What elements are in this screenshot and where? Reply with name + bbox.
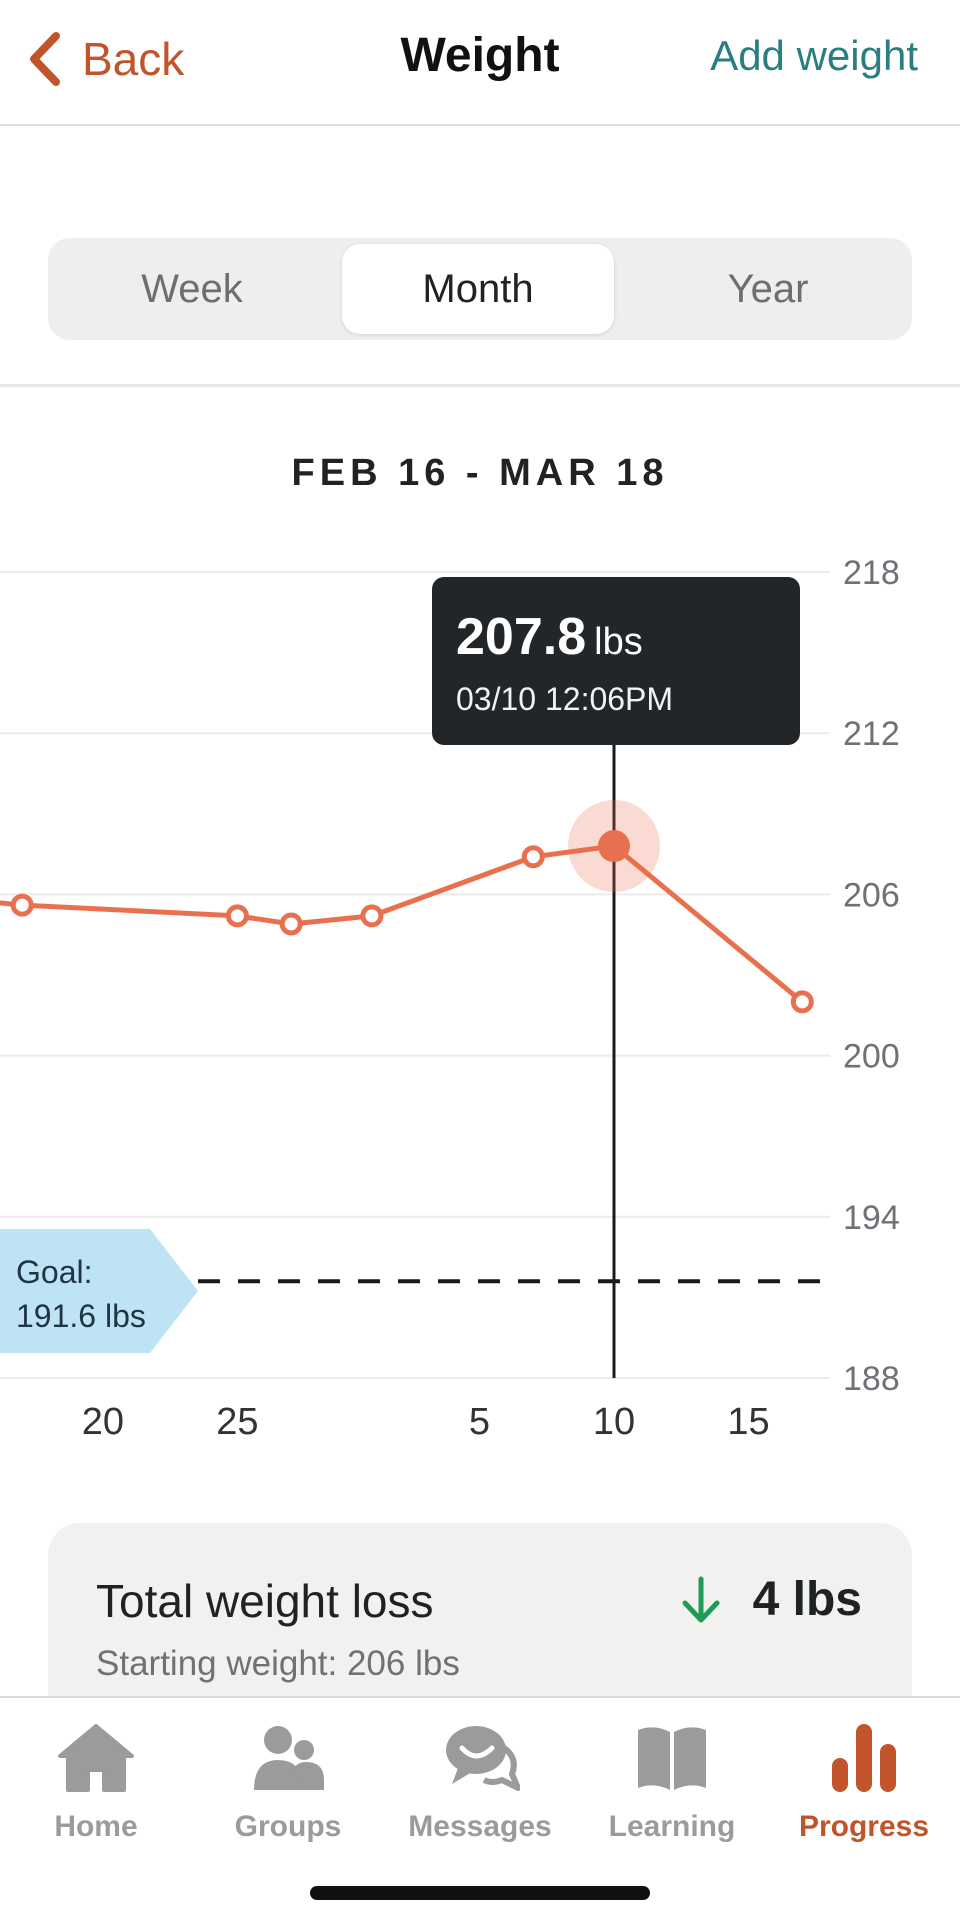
tab-learning[interactable]: Learning [576, 1718, 768, 1848]
weight-loss-amount: 4 lbs [752, 1573, 862, 1626]
page-title: Weight [400, 29, 560, 82]
segment-year[interactable]: Year [727, 267, 809, 311]
series-line [0, 843, 804, 1004]
home-indicator [310, 1886, 650, 1900]
tab-groups[interactable]: Groups [192, 1718, 384, 1848]
x-tick-label: 15 [727, 1401, 769, 1443]
y-tick-label: 188 [843, 1360, 900, 1398]
starting-weight: Starting weight: 206 lbs [96, 1644, 460, 1683]
home-icon [58, 1724, 134, 1792]
tab-messages[interactable]: Messages [384, 1718, 576, 1848]
weight-loss-value: 4 lbs [679, 1572, 862, 1627]
x-tick-label: 10 [593, 1401, 635, 1443]
tab-messages-label: Messages [408, 1810, 552, 1843]
data-point [790, 990, 814, 1014]
x-tick-label: 25 [216, 1401, 258, 1443]
data-point [521, 845, 545, 869]
data-point [360, 904, 384, 928]
back-label: Back [82, 33, 185, 85]
tab-progress[interactable]: Progress [768, 1718, 960, 1848]
nav-header: Back Weight Add weight [0, 0, 960, 126]
data-point [10, 893, 34, 917]
y-tick-label: 212 [843, 715, 900, 753]
x-tick-label: 20 [82, 1401, 124, 1443]
x-tick-label: 5 [469, 1401, 490, 1443]
segment-month[interactable]: Month [342, 244, 614, 334]
chevron-left-icon [30, 32, 60, 86]
tooltip-value: 207.8 lbs [456, 607, 643, 667]
tab-home-label: Home [54, 1810, 138, 1843]
y-tick-label: 218 [843, 554, 900, 592]
data-point-selected [598, 830, 630, 863]
section-divider [0, 384, 960, 387]
value-tooltip: 207.8 lbs 03/10 12:06PM [432, 577, 800, 745]
goal-label: Goal: 191.6 lbs [16, 1250, 146, 1338]
add-weight-button[interactable]: Add weight [710, 32, 918, 79]
weight-chart[interactable]: 2182122062001941885202551015 [0, 540, 960, 1460]
goal-label-value: 191.6 lbs [16, 1298, 146, 1334]
y-tick-label: 206 [843, 876, 900, 914]
y-tick-label: 200 [843, 1038, 900, 1076]
data-point [279, 912, 303, 936]
goal-label-title: Goal: [16, 1254, 93, 1290]
book-icon [638, 1727, 706, 1790]
tooltip-number: 207.8 [456, 608, 587, 666]
bar-chart-icon [832, 1724, 896, 1792]
groups-icon [254, 1726, 324, 1790]
down-arrow-icon [679, 1575, 723, 1625]
tooltip-datetime: 03/10 12:06PM [456, 681, 674, 717]
tab-groups-label: Groups [234, 1810, 342, 1843]
back-button[interactable]: Back [24, 24, 184, 94]
tab-home[interactable]: Home [0, 1718, 192, 1848]
goal-tag [0, 1229, 198, 1353]
period-segmented-control: Week Month Year [48, 238, 912, 340]
data-point [225, 904, 249, 928]
segment-week[interactable]: Week [141, 267, 243, 311]
date-range-label: FEB 16 - MAR 18 [291, 452, 669, 494]
tooltip-unit: lbs [594, 621, 643, 663]
y-tick-label: 194 [843, 1199, 900, 1237]
messages-icon [446, 1726, 520, 1791]
tab-learning-label: Learning [608, 1810, 736, 1843]
tab-progress-label: Progress [798, 1810, 930, 1843]
summary-title: Total weight loss [96, 1575, 434, 1627]
